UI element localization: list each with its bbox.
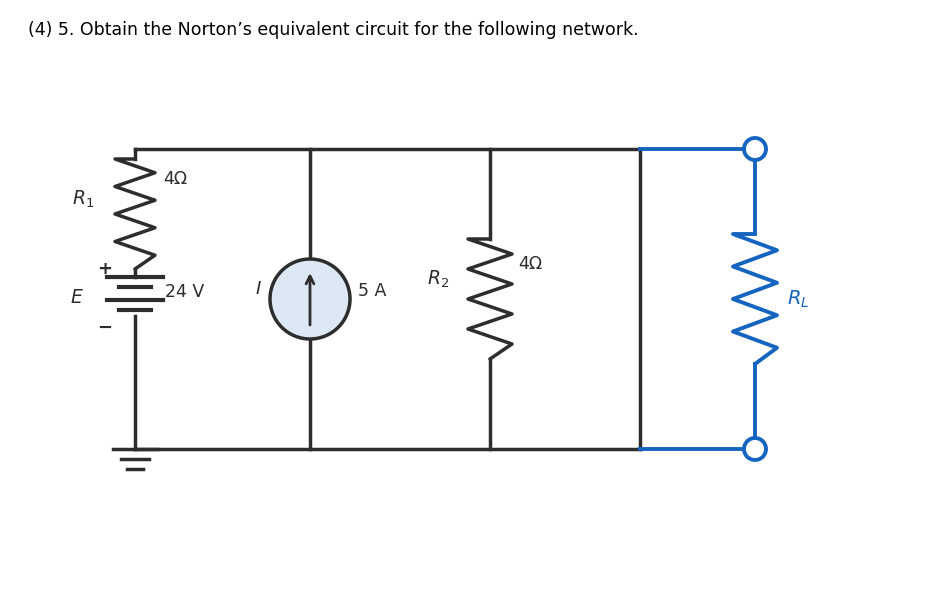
Text: $R_2$: $R_2$ bbox=[426, 268, 449, 290]
Text: $R_1$: $R_1$ bbox=[72, 188, 94, 210]
Text: $I$: $I$ bbox=[254, 280, 261, 298]
Text: +: + bbox=[97, 260, 112, 278]
Text: 4Ω: 4Ω bbox=[163, 170, 187, 188]
Text: $R_L$: $R_L$ bbox=[786, 288, 808, 309]
Text: 5 A: 5 A bbox=[358, 282, 386, 300]
Text: −: − bbox=[97, 319, 112, 337]
Text: 4Ω: 4Ω bbox=[517, 255, 541, 273]
Circle shape bbox=[743, 138, 765, 160]
Circle shape bbox=[743, 438, 765, 460]
Text: $E$: $E$ bbox=[70, 287, 83, 307]
Circle shape bbox=[270, 259, 349, 339]
Text: 24 V: 24 V bbox=[165, 283, 204, 301]
Text: (4) 5. Obtain the Norton’s equivalent circuit for the following network.: (4) 5. Obtain the Norton’s equivalent ci… bbox=[28, 21, 638, 39]
